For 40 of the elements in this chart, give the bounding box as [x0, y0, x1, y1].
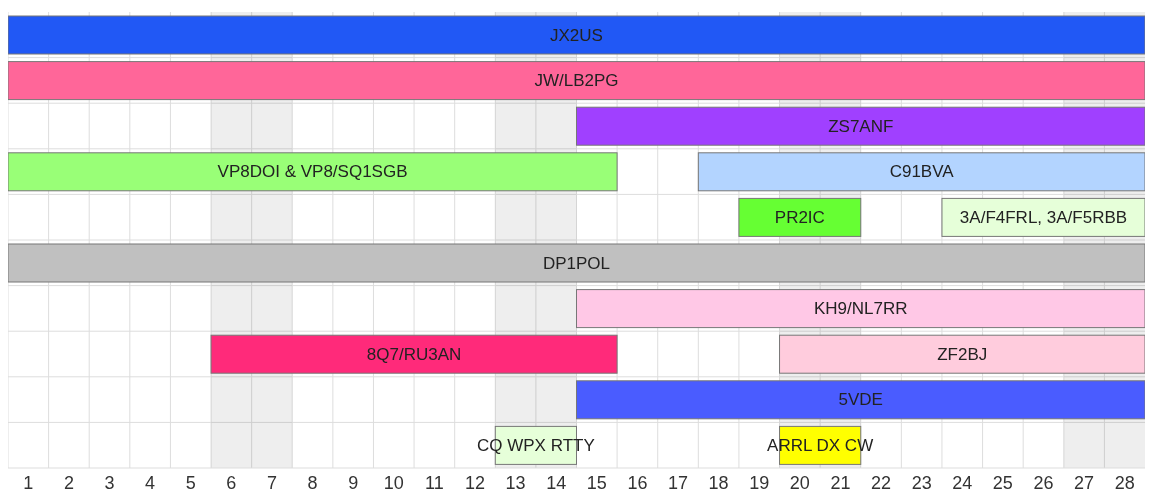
- x-tick-label: 16: [627, 472, 648, 493]
- x-tick-label: 7: [266, 472, 277, 493]
- x-tick-label: 24: [952, 472, 973, 493]
- x-tick-label: 2: [63, 472, 74, 493]
- x-tick-label: 9: [348, 472, 359, 493]
- series-label: PR2IC: [774, 207, 825, 227]
- x-tick-label: 27: [1074, 472, 1095, 493]
- x-tick-label: 6: [226, 472, 237, 493]
- x-tick-label: 4: [145, 472, 156, 493]
- series-label: 5VDE: [838, 390, 883, 410]
- x-tick-label: 11: [425, 472, 444, 493]
- series-label: VP8DOI & VP8/SQ1SGB: [217, 162, 408, 182]
- x-tick-label: 19: [749, 472, 770, 493]
- series-label: JX2US: [550, 25, 603, 45]
- x-tick-label: 8: [307, 472, 318, 493]
- x-tick-label: 21: [830, 472, 851, 493]
- series-label: JW/LB2PG: [534, 71, 619, 91]
- x-tick-label: 15: [586, 472, 607, 493]
- series-label: ZS7ANF: [828, 116, 894, 136]
- x-tick-label: 17: [668, 472, 689, 493]
- series-label: KH9/NL7RR: [813, 299, 908, 319]
- series-label: C91BVA: [889, 162, 955, 182]
- x-tick-label: 14: [546, 472, 567, 493]
- series-label: ZF2BJ: [937, 344, 988, 364]
- x-tick-label: 23: [911, 472, 932, 493]
- x-tick-label: 3: [104, 472, 115, 493]
- x-tick-label: 22: [871, 472, 892, 493]
- x-tick-label: 20: [789, 472, 810, 493]
- series-label: 3A/F4FRL, 3A/F5RBB: [959, 207, 1128, 227]
- series-label: 8Q7/RU3AN: [366, 344, 462, 364]
- x-tick-label: 13: [505, 472, 526, 493]
- x-tick-label: 5: [185, 472, 196, 493]
- x-tick-label: 10: [383, 472, 404, 493]
- series-label: DP1POL: [542, 253, 611, 273]
- x-tick-label: 26: [1033, 472, 1054, 493]
- x-tick-label: 1: [23, 472, 34, 493]
- x-tick-label: 28: [1114, 472, 1135, 493]
- x-tick-label: 12: [464, 472, 485, 493]
- x-tick-label: 18: [708, 472, 729, 493]
- x-tick-label: 25: [992, 472, 1013, 493]
